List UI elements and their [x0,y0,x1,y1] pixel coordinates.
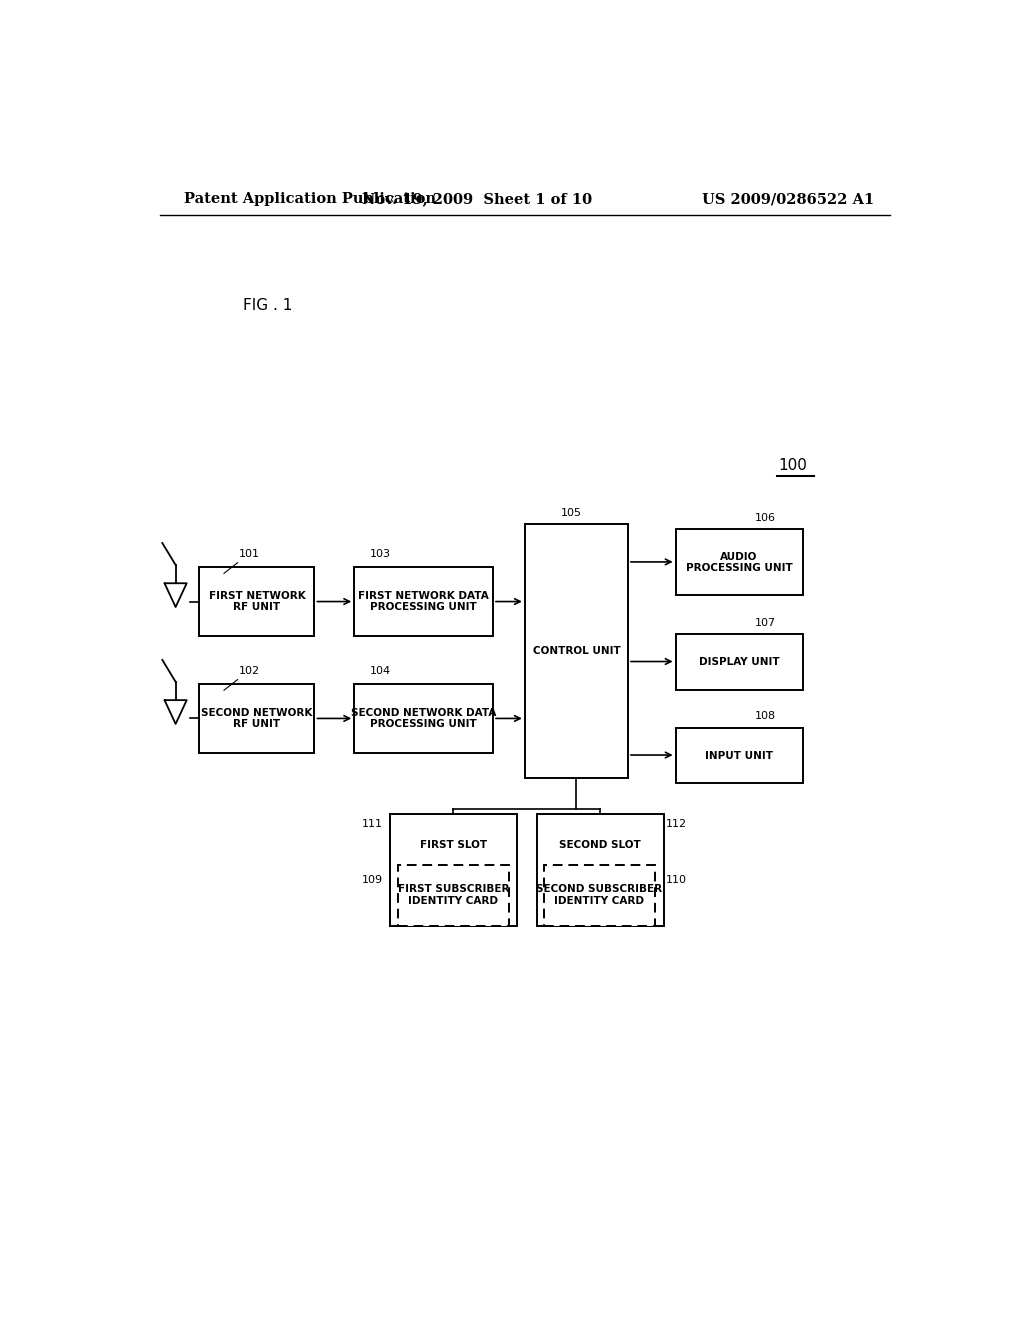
Bar [524,524,628,779]
Text: 103: 103 [370,549,391,558]
Bar [397,865,509,925]
Bar [354,568,494,636]
Text: 110: 110 [666,875,687,886]
Bar [354,684,494,752]
Text: 109: 109 [362,875,383,886]
Text: SECOND NETWORK DATA
PROCESSING UNIT: SECOND NETWORK DATA PROCESSING UNIT [351,708,497,729]
Bar [676,529,803,595]
Text: FIRST SUBSCRIBER
IDENTITY CARD: FIRST SUBSCRIBER IDENTITY CARD [397,884,509,906]
Text: 100: 100 [778,458,808,474]
Text: FIRST NETWORK
RF UNIT: FIRST NETWORK RF UNIT [209,591,305,612]
Text: AUDIO
PROCESSING UNIT: AUDIO PROCESSING UNIT [686,552,793,573]
Text: DISPLAY UNIT: DISPLAY UNIT [698,657,779,667]
Bar [544,865,655,925]
Text: FIRST NETWORK DATA
PROCESSING UNIT: FIRST NETWORK DATA PROCESSING UNIT [358,591,489,612]
Text: 102: 102 [240,665,260,676]
Text: 108: 108 [755,711,776,722]
Text: CONTROL UNIT: CONTROL UNIT [532,647,621,656]
Text: 105: 105 [560,508,582,519]
Text: Patent Application Publication: Patent Application Publication [183,191,435,206]
Text: 112: 112 [666,820,687,829]
Bar [200,684,314,752]
Bar [537,814,664,925]
Text: 104: 104 [370,665,391,676]
Bar [390,814,517,925]
Text: FIG . 1: FIG . 1 [243,298,293,313]
Text: SECOND SLOT: SECOND SLOT [559,841,641,850]
Text: 107: 107 [755,618,776,628]
Text: Nov. 19, 2009  Sheet 1 of 10: Nov. 19, 2009 Sheet 1 of 10 [362,191,592,206]
Bar [676,634,803,690]
Text: US 2009/0286522 A1: US 2009/0286522 A1 [701,191,873,206]
Text: SECOND NETWORK
RF UNIT: SECOND NETWORK RF UNIT [202,708,312,729]
Text: FIRST SLOT: FIRST SLOT [420,841,487,850]
Text: INPUT UNIT: INPUT UNIT [706,751,773,760]
Bar [200,568,314,636]
Text: SECOND SUBSCRIBER
IDENTITY CARD: SECOND SUBSCRIBER IDENTITY CARD [537,884,663,906]
Text: 111: 111 [362,820,383,829]
Text: 101: 101 [240,549,260,558]
Text: 106: 106 [755,513,776,523]
Bar [676,727,803,784]
